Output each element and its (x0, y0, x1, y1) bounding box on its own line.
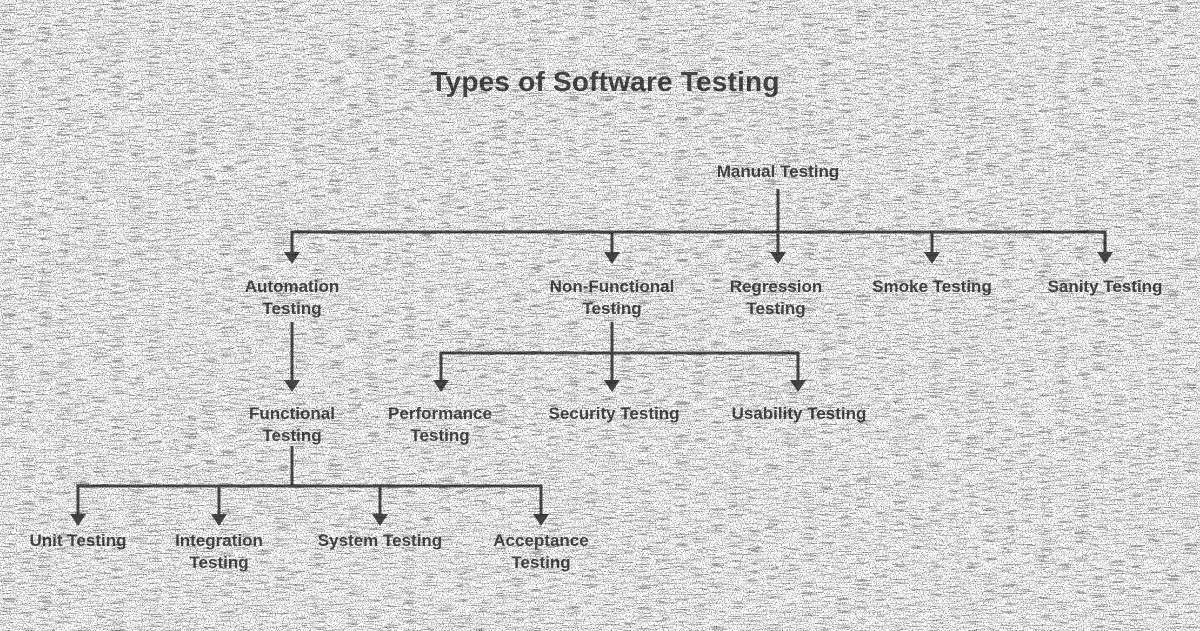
node-acceptance-testing: Acceptance Testing (493, 531, 589, 572)
node-integration-testing: Integration Testing (175, 531, 263, 572)
node-regression-testing: Regression Testing (729, 277, 823, 318)
node-non-functional-testing: Non-Functional Testing (549, 277, 675, 318)
node-functional-testing: Functional Testing (249, 404, 335, 445)
node-manual-testing: Manual Testing (716, 162, 840, 181)
page-title: Types of Software Testing (430, 66, 780, 97)
node-automation-testing: Automation Testing (244, 277, 340, 318)
node-unit-testing: Unit Testing (29, 531, 127, 550)
node-system-testing: System Testing (317, 531, 443, 550)
node-sanity-testing: Sanity Testing (1047, 277, 1163, 296)
node-security-testing: Security Testing (548, 404, 680, 423)
node-usability-testing: Usability Testing (731, 404, 867, 423)
node-smoke-testing: Smoke Testing (872, 277, 992, 296)
node-performance-testing: Performance Testing (388, 404, 492, 445)
